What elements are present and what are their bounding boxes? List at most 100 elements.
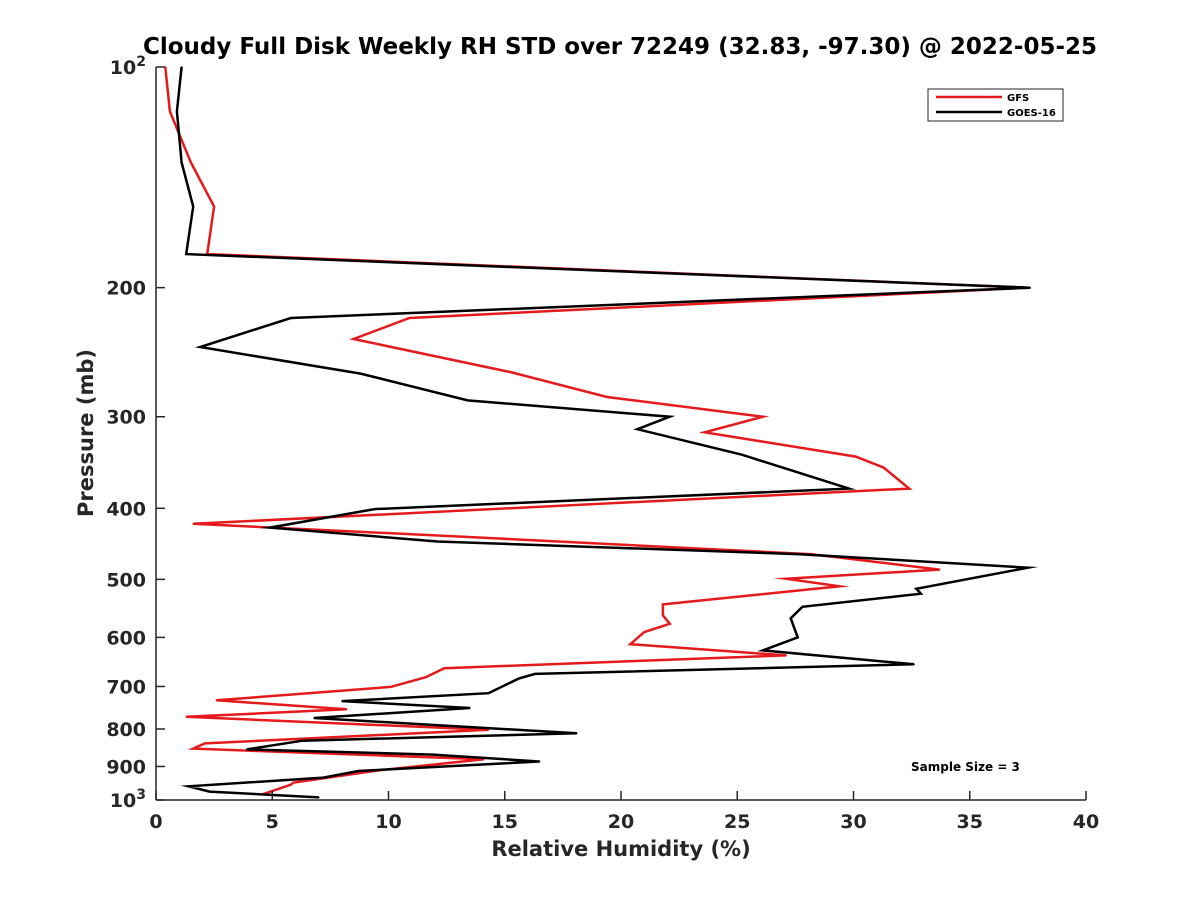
series-point-goes-16-4 bbox=[185, 253, 187, 255]
series-point-goes-16-7 bbox=[199, 346, 201, 348]
series-point-goes-16-33 bbox=[301, 739, 304, 742]
series-point-gfs-18 bbox=[938, 568, 941, 571]
series-point-goes-16-40 bbox=[208, 790, 211, 793]
series-point-gfs-9 bbox=[606, 396, 608, 398]
legend-label-gfs: GFS bbox=[1007, 93, 1029, 104]
series-point-goes-16-37 bbox=[357, 770, 360, 772]
series-point-goes-16-15 bbox=[269, 526, 271, 529]
series-point-gfs-16 bbox=[457, 535, 460, 538]
series-point-goes-16-38 bbox=[322, 776, 325, 779]
series-point-goes-16-26 bbox=[534, 673, 536, 675]
series-point-goes-16-36 bbox=[538, 760, 541, 763]
series-point-goes-16-11 bbox=[636, 428, 639, 431]
series-point-goes-16-20 bbox=[920, 592, 922, 595]
series-point-gfs-8 bbox=[510, 371, 513, 374]
series-point-gfs-22 bbox=[662, 614, 664, 617]
series-point-goes-16-39 bbox=[187, 785, 190, 788]
series-point-gfs-1 bbox=[169, 110, 171, 113]
series-point-goes-16-21 bbox=[801, 606, 804, 608]
series-point-goes-16-10 bbox=[669, 415, 671, 418]
series-point-goes-16-28 bbox=[487, 692, 490, 694]
x-tick-label-0: 0 bbox=[149, 811, 162, 833]
series-point-goes-16-24 bbox=[762, 649, 764, 652]
legend-box bbox=[927, 88, 1064, 122]
series-point-gfs-30 bbox=[215, 699, 218, 702]
series-group bbox=[164, 66, 1039, 799]
series-point-goes-16-29 bbox=[341, 700, 343, 702]
series-point-goes-16-16 bbox=[436, 540, 439, 543]
plot-area bbox=[156, 67, 1086, 800]
y-tick-label-1000: 103 bbox=[110, 787, 146, 812]
series-point-goes-16-14 bbox=[373, 508, 376, 510]
chart-title: Cloudy Full Disk Weekly RH STD over 7224… bbox=[143, 34, 1097, 60]
series-point-goes-16-1 bbox=[176, 110, 178, 113]
series-point-gfs-26 bbox=[785, 654, 787, 657]
x-tick-label-30: 30 bbox=[840, 811, 866, 833]
series-point-goes-16-18 bbox=[1027, 566, 1029, 569]
series-point-gfs-19 bbox=[785, 577, 787, 580]
series-point-goes-16-13 bbox=[848, 487, 850, 490]
series-point-goes-16-12 bbox=[741, 453, 743, 456]
x-tick-label-25: 25 bbox=[724, 811, 750, 833]
series-point-goes-16-35 bbox=[431, 753, 434, 756]
series-point-gfs-20 bbox=[838, 585, 841, 588]
series-point-gfs-28 bbox=[424, 676, 427, 678]
y-tick-label-900: 900 bbox=[106, 756, 146, 778]
series-line-goes-16 bbox=[175, 66, 1039, 799]
series-point-goes-16-22 bbox=[789, 617, 792, 620]
series-point-goes-16-2 bbox=[180, 161, 183, 164]
series-point-goes-16-5 bbox=[1029, 286, 1031, 289]
series-point-gfs-10 bbox=[762, 415, 764, 418]
y-tick-label-800: 800 bbox=[106, 719, 146, 741]
series-point-goes-16-27 bbox=[517, 677, 520, 680]
series-point-gfs-6 bbox=[408, 317, 411, 319]
series-point-goes-16-25 bbox=[913, 663, 915, 666]
series-point-goes-16-32 bbox=[576, 732, 578, 735]
series-point-gfs-39 bbox=[290, 783, 292, 786]
y-tick-label-600: 600 bbox=[106, 627, 146, 649]
y-tick-label-500: 500 bbox=[106, 569, 146, 591]
x-tick-label-20: 20 bbox=[608, 811, 634, 833]
legend: GFS GOES-16 bbox=[927, 88, 1064, 122]
series-point-gfs-31 bbox=[345, 708, 348, 711]
series-point-gfs-29 bbox=[390, 686, 392, 688]
series-point-gfs-35 bbox=[192, 747, 194, 750]
series-point-gfs-15 bbox=[192, 523, 194, 525]
series-point-gfs-3 bbox=[213, 205, 215, 208]
series-point-gfs-32 bbox=[185, 716, 187, 718]
series-point-gfs-7 bbox=[352, 338, 355, 340]
series-point-goes-16-8 bbox=[359, 372, 362, 375]
series-point-goes-16-30 bbox=[469, 707, 471, 709]
series-point-goes-16-17 bbox=[799, 553, 801, 555]
series-point-gfs-11 bbox=[703, 431, 706, 434]
series-point-goes-16-3 bbox=[192, 205, 194, 208]
y-axis-label: Pressure (mb) bbox=[74, 349, 98, 517]
series-point-goes-16-19 bbox=[915, 588, 918, 590]
series-point-goes-16-41 bbox=[318, 796, 320, 799]
series-point-gfs-21 bbox=[662, 603, 664, 606]
series-point-gfs-25 bbox=[629, 643, 632, 645]
series-point-gfs-24 bbox=[643, 631, 646, 633]
series-point-gfs-27 bbox=[443, 667, 446, 669]
series-point-gfs-38 bbox=[292, 781, 295, 784]
x-tick-label-10: 10 bbox=[375, 811, 401, 833]
series-point-gfs-12 bbox=[855, 455, 857, 458]
series-point-goes-16-23 bbox=[796, 636, 799, 639]
series-point-goes-16-31 bbox=[313, 717, 315, 719]
x-tick-label-15: 15 bbox=[492, 811, 518, 833]
y-tick-label-300: 300 bbox=[106, 407, 146, 429]
x-tick-label-35: 35 bbox=[957, 811, 983, 833]
series-point-gfs-34 bbox=[204, 742, 206, 745]
y-tick-label-700: 700 bbox=[106, 676, 146, 698]
series-point-goes-16-6 bbox=[290, 317, 292, 319]
x-axis-label: Relative Humidity (%) bbox=[491, 837, 750, 861]
series-point-gfs-2 bbox=[190, 161, 192, 164]
legend-label-goes-16: GOES-16 bbox=[1007, 108, 1056, 119]
y-tick-label-400: 400 bbox=[106, 498, 146, 520]
sample-size-annotation: Sample Size = 3 bbox=[911, 760, 1020, 774]
x-tick-label-5: 5 bbox=[266, 811, 279, 833]
x-ticks: 0 5 10 15 20 25 30 35 40 bbox=[149, 791, 1099, 833]
series-point-goes-16-9 bbox=[466, 399, 469, 402]
series-point-gfs-23 bbox=[669, 623, 671, 625]
